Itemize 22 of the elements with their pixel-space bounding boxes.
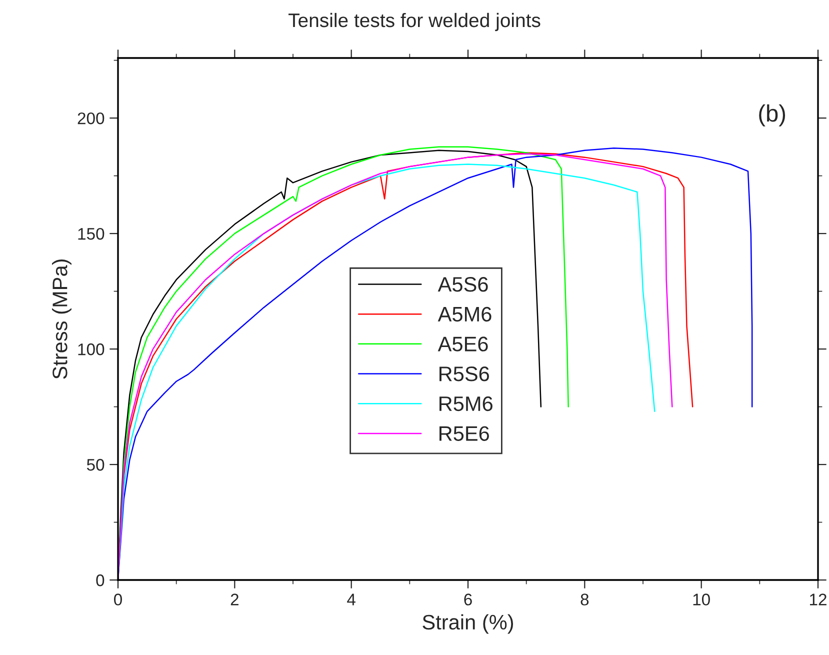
x-tick-label: 10 xyxy=(693,594,710,606)
y-axis-title: Stress (MPa) xyxy=(52,260,72,379)
legend-label: R5S6 xyxy=(440,366,489,382)
x-tick-label: 4 xyxy=(347,594,356,606)
legend-label: A5E6 xyxy=(438,336,488,352)
legend-label: R5M6 xyxy=(440,396,492,412)
x-tick-label: 12 xyxy=(810,594,826,606)
chart-title: Tensile tests for welded joints xyxy=(288,12,540,32)
y-tick-label: 200 xyxy=(78,112,104,124)
x-tick-label: 6 xyxy=(464,594,472,606)
x-tick-label: 0 xyxy=(114,594,122,606)
legend-label: A5S6 xyxy=(438,277,488,292)
y-tick-label: 0 xyxy=(96,574,104,586)
legend-label: A5M6 xyxy=(438,306,492,322)
x-tick-label: 2 xyxy=(230,594,238,606)
legend-label: R5E6 xyxy=(440,426,489,441)
x-axis-title: Strain (%) xyxy=(422,614,514,634)
annotation: (b) xyxy=(759,104,786,126)
y-tick-label: 50 xyxy=(86,458,104,471)
y-tick-label: 150 xyxy=(78,228,104,240)
x-tick-label: 8 xyxy=(580,594,589,606)
y-tick-label: 100 xyxy=(78,343,104,356)
